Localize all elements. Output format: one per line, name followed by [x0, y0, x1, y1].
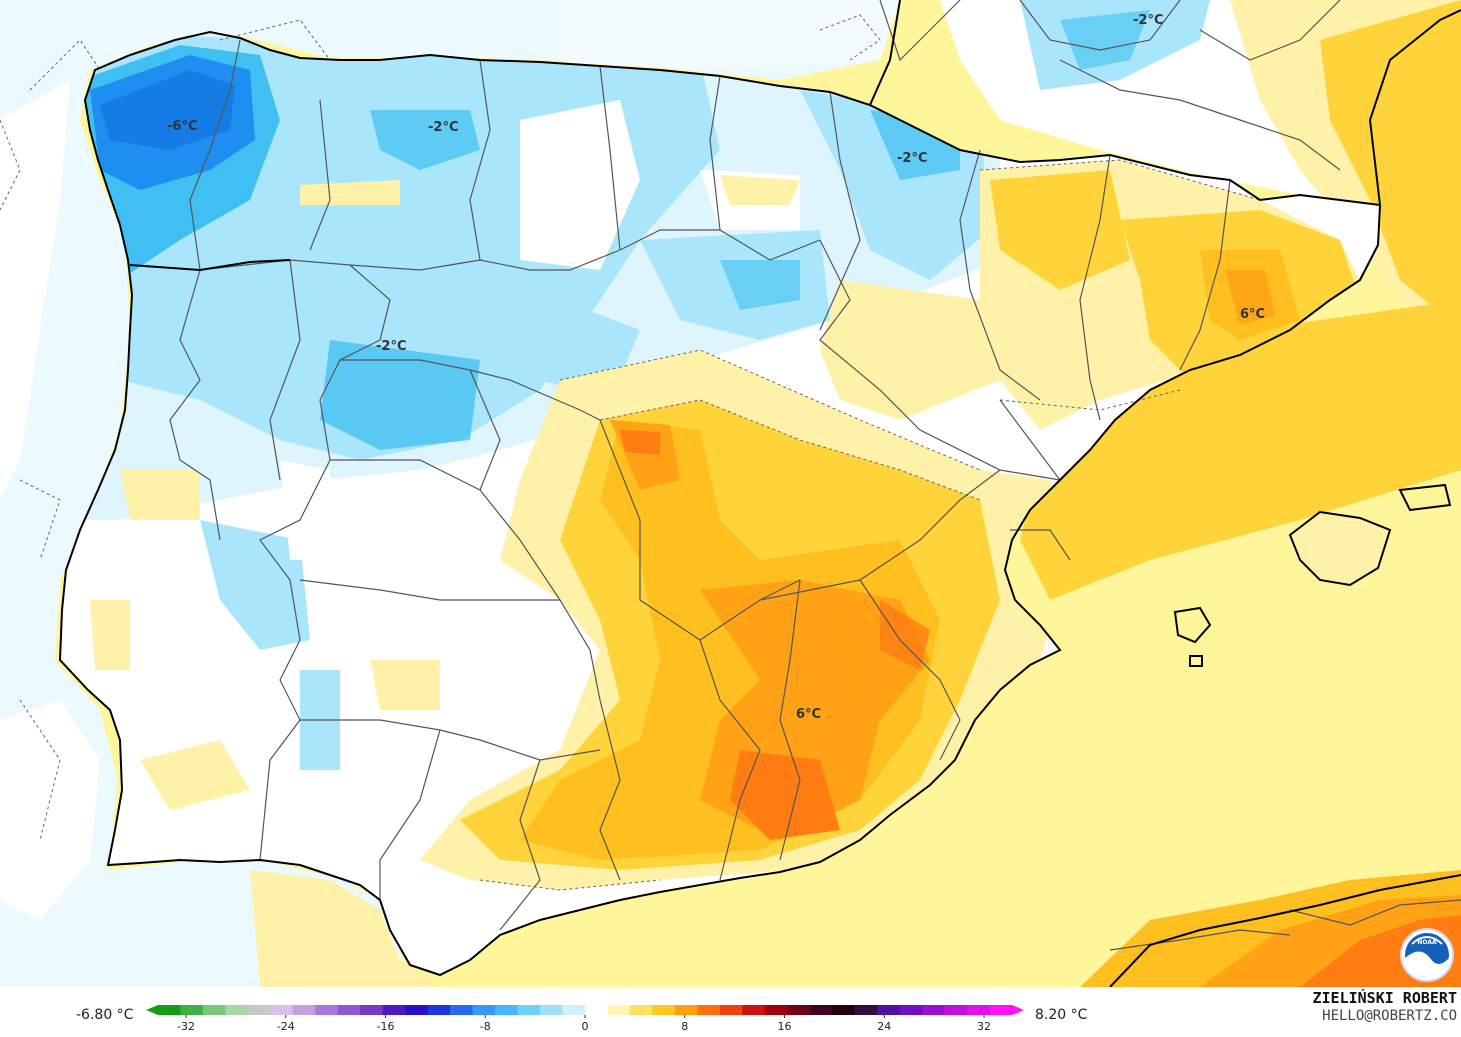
- colorbar-swatch: [877, 1005, 901, 1015]
- colorbar-tick-label: -24: [277, 1020, 295, 1033]
- colorbar-swatch: [472, 1005, 496, 1015]
- colorbar-swatch: [764, 1005, 788, 1015]
- colorbar-swatch: [922, 1005, 946, 1015]
- credit-block: ZIELIŃSKI ROBERT HELLO@ROBERTZ.CO: [1313, 989, 1458, 1025]
- colorbar-swatch: [450, 1005, 474, 1015]
- colorbar-swatch: [158, 1005, 181, 1015]
- colorbar-tick-label: 0: [582, 1020, 589, 1033]
- colorbar-swatch: [180, 1005, 204, 1015]
- colorbar-swatch: [944, 1005, 968, 1015]
- colorbar-tick-label: -32: [177, 1020, 195, 1033]
- colorbar-swatch: [292, 1005, 316, 1015]
- colorbar-swatch: [202, 1005, 226, 1015]
- colorbar-swatch: [382, 1005, 406, 1015]
- colorbar-swatch: [562, 1005, 586, 1015]
- map-canvas: -6°C -2°C -2°C -2°C -2°C 6°C 6°C NOAA: [0, 0, 1461, 987]
- colorbar-swatch: [809, 1005, 833, 1015]
- colorbar-swatch: [607, 1005, 631, 1015]
- colorbar-swatch: [989, 1005, 1013, 1015]
- contour-label-aquitaine: -2°C: [1133, 13, 1163, 28]
- colorbar-swatch: [315, 1005, 339, 1015]
- colorbar-tick-label: 8: [681, 1020, 688, 1033]
- contour-label-catalonia: 6°C: [1240, 307, 1265, 322]
- contour-label-galicia: -6°C: [167, 119, 197, 134]
- colorbar-tick-label: 32: [977, 1020, 991, 1033]
- svg-text:NOAA: NOAA: [1417, 939, 1437, 946]
- colorbar-swatch: [832, 1005, 856, 1015]
- colorbar-swatch: [742, 1005, 766, 1015]
- credit-name: ZIELIŃSKI ROBERT: [1312, 989, 1458, 1007]
- legend-min-label: -6.80 °C: [76, 1007, 134, 1023]
- colorbar-swatch: [899, 1005, 923, 1015]
- colorbar-swatch: [719, 1005, 743, 1015]
- colorbar-swatch: [585, 1005, 608, 1015]
- colorbar-tick-label: 16: [778, 1020, 792, 1033]
- colorbar-swatch: [517, 1005, 541, 1015]
- colorbar-min-arrow: [146, 1005, 158, 1015]
- colorbar-swatch: [967, 1005, 991, 1015]
- colorbar-swatch: [652, 1005, 676, 1015]
- colorbar-swatch: [697, 1005, 721, 1015]
- colorbar-swatch: [225, 1005, 249, 1015]
- contour-label-castilla: -2°C: [376, 339, 406, 354]
- contour-label-murcia: 6°C: [796, 707, 821, 722]
- legend-max-label: 8.20 °C: [1035, 1007, 1088, 1023]
- temperature-anomaly-map: -6°C -2°C -2°C -2°C -2°C 6°C 6°C NOAA: [0, 0, 1461, 987]
- colorbar-swatch: [674, 1005, 698, 1015]
- colorbar-max-arrow: [1012, 1005, 1024, 1015]
- colorbar-swatch: [360, 1005, 384, 1015]
- colorbar-swatch: [337, 1005, 361, 1015]
- colorbar-swatch: [787, 1005, 811, 1015]
- contour-label-cantabria: -2°C: [428, 120, 458, 135]
- colorbar-swatch: [854, 1005, 878, 1015]
- colorbar-swatch: [427, 1005, 451, 1015]
- colorbar-swatch: [629, 1005, 653, 1015]
- contour-label-navarra: -2°C: [897, 151, 927, 166]
- colorbar-swatch: [495, 1005, 519, 1015]
- colorbar-tick-label: -16: [377, 1020, 395, 1033]
- credit-email: HELLO@ROBERTZ.CO: [1322, 1008, 1457, 1024]
- colorbar-swatch: [405, 1005, 429, 1015]
- colorbar-swatch: [247, 1005, 271, 1015]
- colorbar-tick-label: -8: [480, 1020, 491, 1033]
- noaa-logo: NOAA: [1400, 928, 1454, 982]
- colorbar-swatch: [540, 1005, 564, 1015]
- colorbar-swatch: [270, 1005, 294, 1015]
- legend-colorbar: -32 -24 -16 -8 0 8 16 24 32: [146, 1005, 1024, 1033]
- colorbar-tick-label: 24: [877, 1020, 891, 1033]
